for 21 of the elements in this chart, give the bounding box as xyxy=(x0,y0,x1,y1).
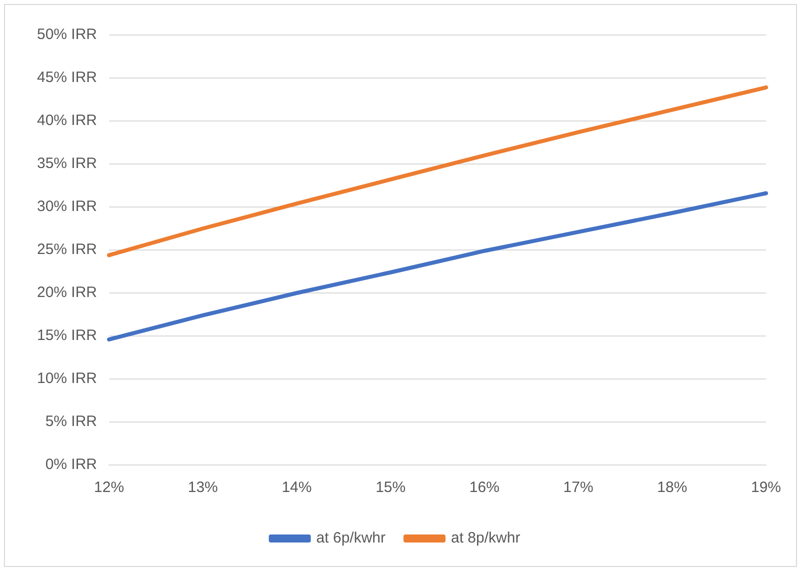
y-tick-label: 20% IRR xyxy=(36,284,98,302)
x-tick-label: 15% xyxy=(376,479,406,496)
x-tick-label: 19% xyxy=(750,479,782,496)
y-tick-label: 45% IRR xyxy=(36,69,98,86)
x-tick-label: 14% xyxy=(282,479,312,496)
y-tick-label: 15% IRR xyxy=(36,327,98,344)
y-tick-label: 0% IRR xyxy=(45,456,98,474)
x-tick-label: 16% xyxy=(469,479,500,496)
y-tick-label: 5% IRR xyxy=(45,413,98,430)
x-tick-label: 12% xyxy=(94,479,124,496)
legend-label: at 8p/kwhr xyxy=(451,530,520,547)
x-tick-label: 17% xyxy=(563,479,594,496)
y-tick-label: 30% IRR xyxy=(36,198,98,216)
y-tick-label: 40% IRR xyxy=(36,112,98,130)
x-tick-label: 13% xyxy=(188,479,218,496)
x-tick-label: 18% xyxy=(657,479,688,496)
legend-label: at 6p/kwhr xyxy=(316,530,386,547)
y-tick-label: 25% IRR xyxy=(36,241,98,258)
y-tick-label: 35% IRR xyxy=(36,155,98,172)
y-tick-label: 50% IRR xyxy=(36,26,98,44)
y-tick-label: 10% IRR xyxy=(36,370,98,388)
